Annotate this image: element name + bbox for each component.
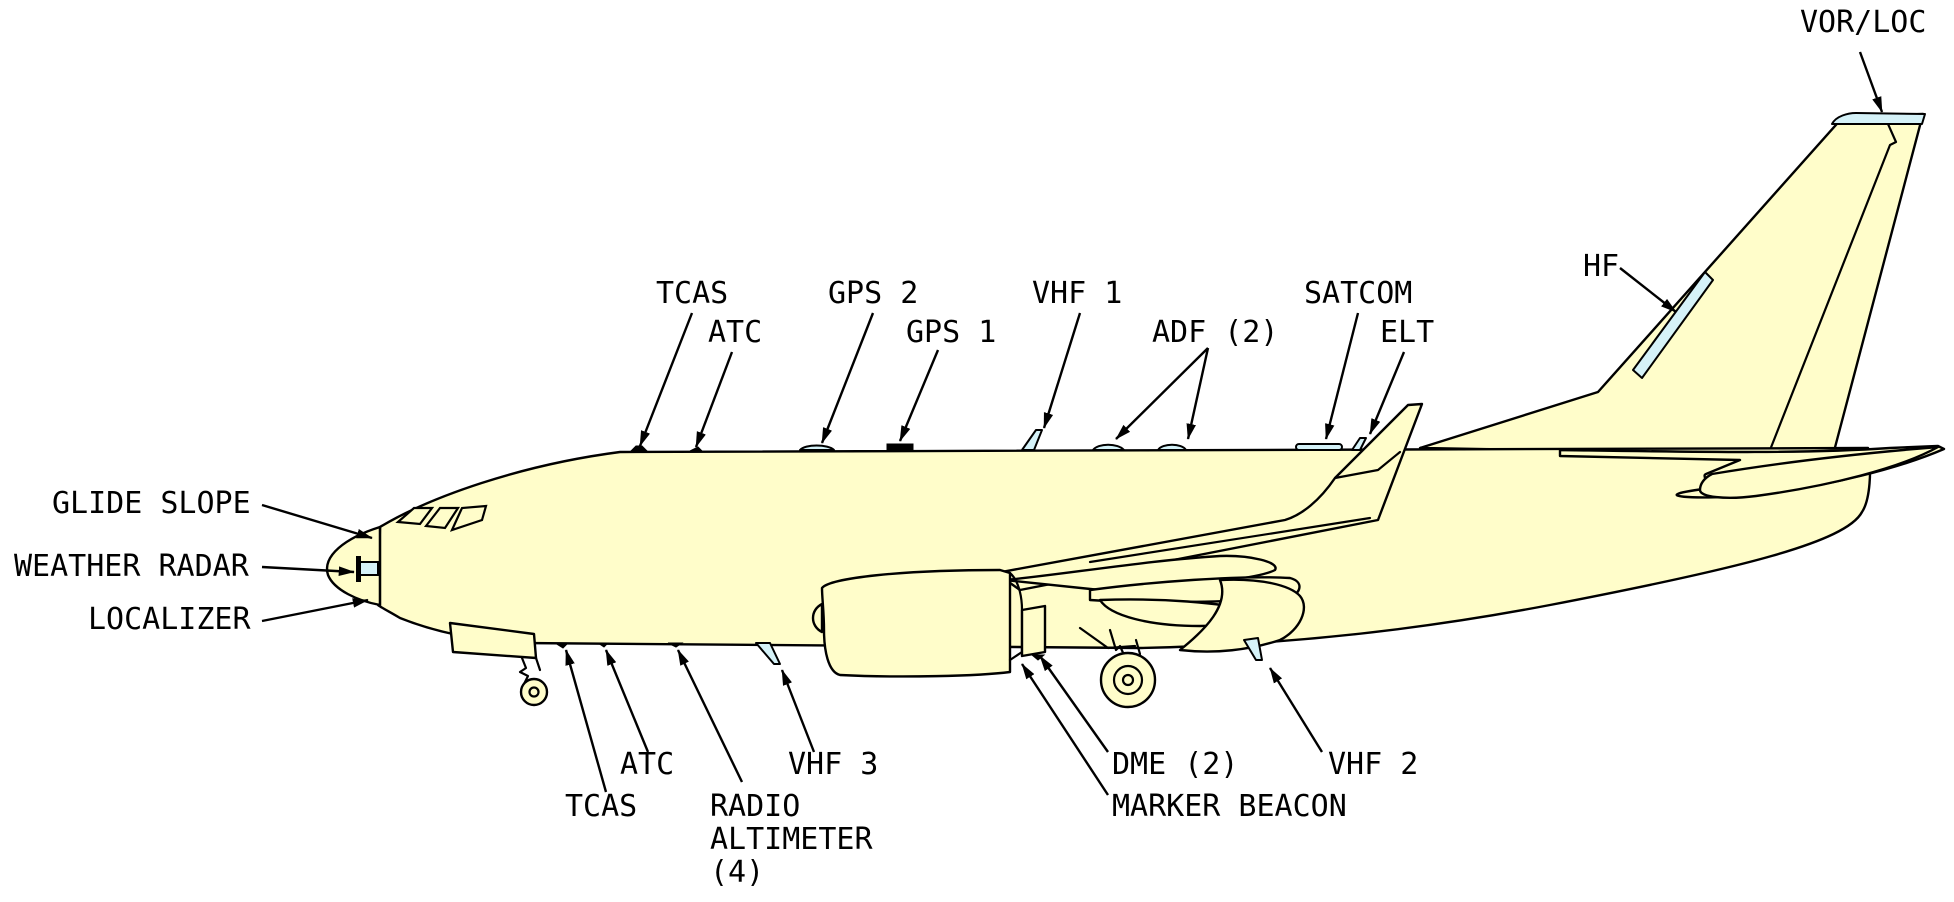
label-satcom: SATCOM: [1304, 276, 1412, 311]
label-vhf3: VHF 3: [788, 747, 878, 782]
hf-antenna: [1632, 271, 1714, 379]
leader-lines: [261, 51, 1884, 796]
tcas-bottom-antenna: [553, 642, 570, 649]
aircraft: [325, 112, 1946, 709]
cockpit-window: [449, 504, 488, 532]
satcom-antenna: [1295, 443, 1343, 451]
gps1-antenna: [886, 443, 914, 451]
atc-top-antenna: [689, 446, 704, 452]
label-radio-altimeter-3: (4): [710, 855, 764, 890]
engine-nacelle: [820, 568, 1012, 678]
wing: [994, 402, 1424, 592]
label-radio-altimeter-2: ALTIMETER: [710, 822, 873, 857]
label-marker-beacon: MARKER BEACON: [1112, 789, 1347, 824]
labels: VOR/LOC HF TCAS ATC GPS 2 GPS 1 VHF 1 AD…: [14, 5, 1926, 890]
gps2-antenna: [799, 444, 835, 451]
label-elt: ELT: [1380, 315, 1434, 350]
label-vhf1: VHF 1: [1032, 276, 1122, 311]
label-atc-top: ATC: [708, 315, 762, 350]
radio-altimeter-antenna: [667, 642, 684, 648]
label-atc-bottom: ATC: [620, 747, 674, 782]
label-localizer: LOCALIZER: [88, 602, 251, 637]
cockpit-window: [423, 506, 461, 530]
label-vhf2: VHF 2: [1328, 747, 1418, 782]
tcas-top-antenna: [628, 445, 650, 453]
label-dme: DME (2): [1112, 747, 1238, 782]
label-weather-radar: WEATHER RADAR: [14, 549, 250, 584]
label-tcas-bottom: TCAS: [565, 789, 637, 824]
vertical-stabilizer: [1418, 112, 1925, 457]
elt-antenna: [1351, 437, 1367, 451]
label-adf: ADF (2): [1152, 315, 1278, 350]
label-radio-altimeter-1: RADIO: [710, 789, 800, 824]
vhf1-antenna: [1021, 429, 1043, 451]
label-hf: HF: [1583, 249, 1619, 284]
vor-loc-antenna: [1831, 112, 1926, 125]
vhf3-antenna: [755, 642, 781, 665]
adf-antenna-2: [1157, 443, 1187, 451]
label-vor-loc: VOR/LOC: [1800, 5, 1926, 40]
label-gps1: GPS 1: [906, 315, 996, 350]
atc-bottom-antenna: [596, 642, 610, 648]
label-gps2: GPS 2: [828, 276, 918, 311]
label-tcas-top: TCAS: [656, 276, 728, 311]
adf-antenna-1: [1092, 443, 1125, 451]
fuselage: [376, 446, 1872, 650]
vhf2-antenna: [1243, 637, 1263, 661]
cockpit-window: [395, 506, 435, 526]
label-glide-slope: GLIDE SLOPE: [52, 486, 251, 521]
